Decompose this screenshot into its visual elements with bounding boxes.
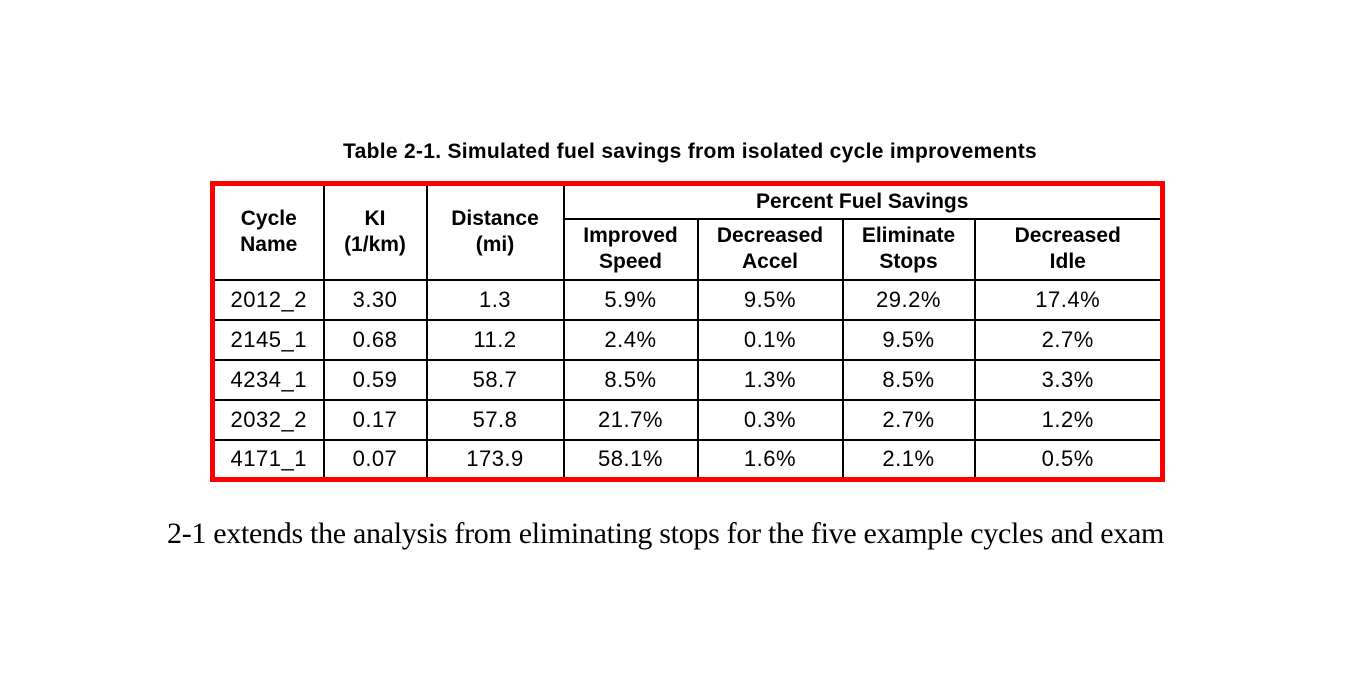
cell-distance: 11.2 <box>425 318 565 361</box>
cell-ki: 3.30 <box>322 278 428 321</box>
cell-cycle-name: 2145_1 <box>211 318 325 361</box>
cell-distance: 1.3 <box>425 278 565 321</box>
col-header-decreased-accel: Decreased Accel <box>696 217 844 281</box>
cell-cycle-name: 2032_2 <box>211 398 325 441</box>
cell-decreased-accel: 1.6% <box>696 438 844 481</box>
cell-ki: 0.68 <box>322 318 428 361</box>
cell-eliminate-stops: 8.5% <box>841 358 976 401</box>
cell-decreased-accel: 9.5% <box>696 278 844 321</box>
table-row: 2012_2 3.30 1.3 5.9% 9.5% 29.2% 17.4% <box>211 278 1164 321</box>
cell-eliminate-stops: 2.7% <box>841 398 976 441</box>
cell-distance: 57.8 <box>425 398 565 441</box>
cell-cycle-name: 4171_1 <box>211 438 325 481</box>
cell-ki: 0.07 <box>322 438 428 481</box>
table-row: 2032_2 0.17 57.8 21.7% 0.3% 2.7% 1.2% <box>211 398 1164 441</box>
cell-decreased-idle: 17.4% <box>973 278 1164 321</box>
cell-decreased-idle: 3.3% <box>973 358 1164 401</box>
cell-eliminate-stops: 29.2% <box>841 278 976 321</box>
cell-cycle-name: 4234_1 <box>211 358 325 401</box>
header-row-sub: Improved Speed Decreased Accel Eliminate… <box>213 217 1164 281</box>
cell-improved-speed: 8.5% <box>562 358 699 401</box>
cell-improved-speed: 5.9% <box>562 278 699 321</box>
col-header-decreased-idle: Decreased Idle <box>973 217 1164 281</box>
table-caption: Table 2-1. Simulated fuel savings from i… <box>343 140 1037 163</box>
col-header-cycle-name: Cycle Name <box>211 182 325 281</box>
header-row-group: Cycle Name KI (1/km) Distance (mi) Perce… <box>211 182 1164 281</box>
col-header-eliminate-stops: Eliminate Stops <box>841 217 976 281</box>
cell-cycle-name: 2012_2 <box>211 278 325 321</box>
col-group-header-percent-fuel-savings: Percent Fuel Savings <box>562 182 1164 220</box>
fuel-savings-table: Cycle Name KI (1/km) Distance (mi) Perce… <box>210 181 1165 482</box>
cell-decreased-idle: 1.2% <box>973 398 1164 441</box>
cell-decreased-accel: 0.1% <box>696 318 844 361</box>
cell-distance: 58.7 <box>425 358 565 401</box>
cell-distance: 173.9 <box>425 438 565 481</box>
cell-ki: 0.17 <box>322 398 428 441</box>
col-header-distance: Distance (mi) <box>425 182 565 281</box>
paragraph-text: 2-1 extends the analysis from eliminatin… <box>167 517 1164 550</box>
cell-improved-speed: 2.4% <box>562 318 699 361</box>
col-header-ki: KI (1/km) <box>322 182 428 281</box>
cell-decreased-idle: 0.5% <box>973 438 1164 481</box>
cell-decreased-accel: 1.3% <box>696 358 844 401</box>
cell-ki: 0.59 <box>322 358 428 401</box>
table-row: 4171_1 0.07 173.9 58.1% 1.6% 2.1% 0.5% <box>211 438 1164 481</box>
cell-improved-speed: 21.7% <box>562 398 699 441</box>
cell-eliminate-stops: 2.1% <box>841 438 976 481</box>
col-header-improved-speed: Improved Speed <box>562 217 699 281</box>
cell-improved-speed: 58.1% <box>562 438 699 481</box>
table-row: 4234_1 0.59 58.7 8.5% 1.3% 8.5% 3.3% <box>211 358 1164 401</box>
table-row: 2145_1 0.68 11.2 2.4% 0.1% 9.5% 2.7% <box>211 318 1164 361</box>
cell-eliminate-stops: 9.5% <box>841 318 976 361</box>
cell-decreased-accel: 0.3% <box>696 398 844 441</box>
cell-decreased-idle: 2.7% <box>973 318 1164 361</box>
